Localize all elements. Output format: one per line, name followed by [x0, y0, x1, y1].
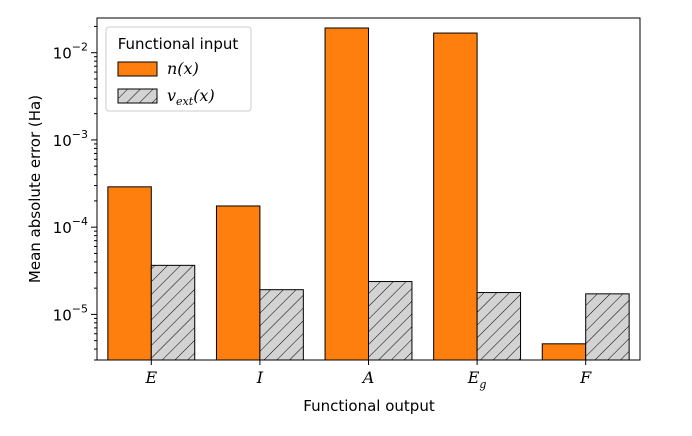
legend-swatch-vext: [117, 88, 158, 104]
bar-n-e_g: [433, 32, 478, 361]
y-tick-label: 10−4: [53, 215, 88, 237]
x-tick-label: Eg: [467, 368, 487, 391]
y-tick-base: 10: [53, 306, 72, 324]
x-tick-label: I: [256, 368, 264, 387]
bar-n-f: [541, 343, 587, 361]
bar-n-i: [215, 205, 261, 361]
bar-vext-e: [150, 264, 196, 361]
y-tick-label: 10−5: [53, 302, 88, 324]
y-ticks-group: 10−510−410−310−2: [53, 25, 97, 361]
legend-swatch-n: [117, 61, 158, 77]
bar-vext-f: [585, 293, 630, 361]
x-tick-label-main: A: [361, 368, 375, 387]
bar-vext-e_g: [476, 292, 522, 361]
x-axis-label: Functional output: [303, 397, 435, 415]
y-tick-exponent: −3: [72, 128, 88, 141]
bar-vext-i: [259, 289, 304, 361]
x-tick-label-main: I: [256, 368, 264, 387]
y-tick-base: 10: [53, 219, 72, 237]
y-tick-base: 10: [53, 132, 72, 150]
x-tick-label-main: F: [579, 368, 592, 387]
legend: Functional input n(x) vext(x): [105, 26, 252, 112]
x-ticks-group: E I A Eg F: [144, 360, 592, 391]
legend-label-vext-tail: (x): [193, 86, 215, 105]
legend-label-n: n(x): [167, 59, 199, 78]
x-tick-label: E: [144, 368, 157, 387]
x-tick-label: A: [361, 368, 375, 387]
y-tick-label: 10−3: [53, 128, 88, 150]
legend-label-vext: vext(x): [167, 86, 215, 108]
legend-title: Functional input: [118, 35, 239, 53]
bars-group: [107, 27, 630, 361]
plot-frame: [96, 17, 641, 361]
x-tick-label-sub: g: [479, 378, 486, 391]
legend-label-vext-main: v: [167, 86, 176, 105]
bar-vext-a: [368, 281, 413, 361]
y-tick-exponent: −5: [72, 302, 88, 315]
y-axis-label: Mean absolute error (Ha): [26, 95, 44, 283]
legend-label-vext-sub: ext: [176, 95, 194, 108]
y-tick-base: 10: [53, 45, 72, 63]
bar-n-a: [324, 27, 369, 361]
y-tick-exponent: −2: [72, 41, 88, 54]
x-tick-label-main: E: [467, 368, 480, 387]
x-tick-label: F: [579, 368, 592, 387]
x-tick-label-main: E: [144, 368, 157, 387]
y-tick-label: 10−2: [53, 41, 88, 63]
y-tick-exponent: −4: [72, 215, 88, 228]
bar-n-e: [107, 186, 152, 361]
